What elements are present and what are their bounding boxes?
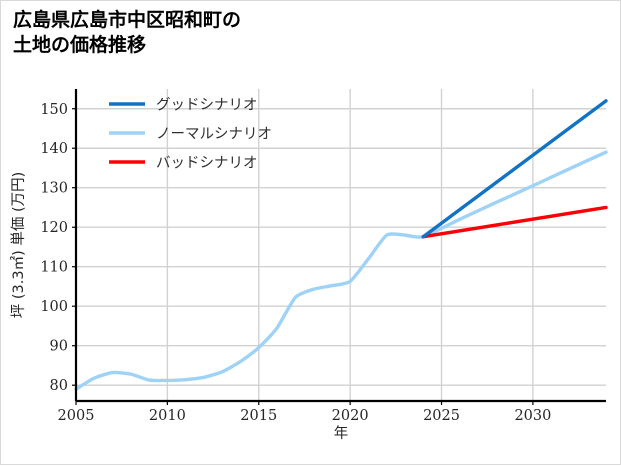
y-tick-label: 150 [40, 102, 68, 118]
series-line-bad [421, 205, 608, 239]
legend-label-good: グッドシナリオ [156, 97, 258, 114]
y-tick-label: 120 [40, 220, 68, 236]
y-tick-label: 110 [40, 260, 68, 276]
chart-title: 広島県広島市中区昭和町の 土地の価格推移 [13, 9, 242, 57]
y-axis-tick-marks [72, 108, 76, 386]
axes [74, 89, 606, 403]
x-tick-label: 2025 [423, 408, 460, 424]
gridlines [75, 89, 606, 401]
x-tick-label: 2015 [240, 408, 277, 424]
x-axis-tick-marks [75, 401, 534, 405]
y-axis-tick-labels: 80 90 100 110 120 130 140 150 [40, 102, 68, 394]
series-line-good [421, 99, 608, 239]
x-tick-label: 2010 [149, 408, 186, 424]
legend-label-bad: バッドシナリオ [156, 156, 258, 172]
y-tick-label: 130 [40, 181, 68, 197]
y-tick-label: 80 [50, 378, 68, 394]
y-tick-label: 90 [50, 339, 68, 355]
y-tick-label: 100 [40, 299, 68, 315]
legend-label-normal: ノーマルシナリオ [156, 127, 272, 143]
series-line-normal [74, 150, 608, 391]
x-axis-tick-labels: 2005 2010 2015 2020 2025 2030 [58, 408, 552, 424]
x-tick-label: 2030 [514, 408, 551, 424]
y-tick-label: 140 [40, 141, 68, 157]
y-axis-title: 坪 (3.3㎡) 単価 (万円) [10, 172, 27, 319]
x-tick-label: 2020 [332, 408, 369, 424]
data-series-group [74, 99, 608, 391]
x-tick-label: 2005 [58, 408, 95, 424]
x-axis-title: 年 [334, 425, 349, 442]
